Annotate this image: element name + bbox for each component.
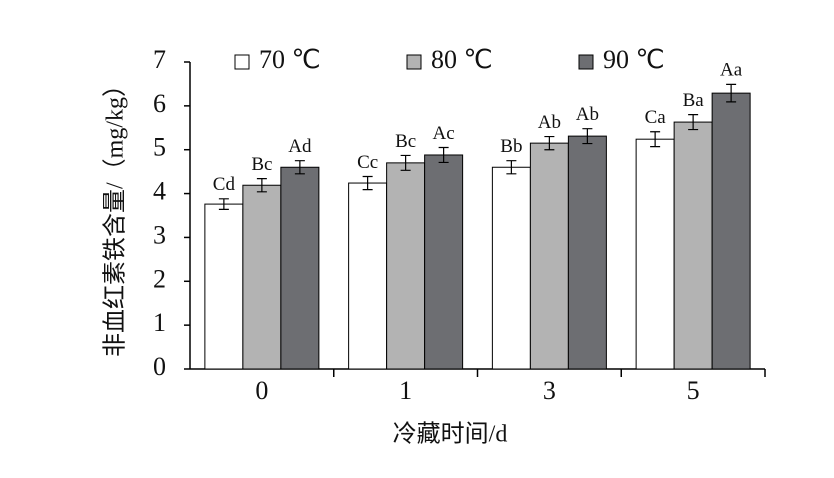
bar	[673, 121, 713, 370]
error-bar	[650, 131, 661, 148]
y-tick-label: 5	[153, 133, 166, 162]
significance-label: Aa	[720, 60, 743, 81]
error-bar	[688, 114, 699, 131]
significance-label: Cd	[213, 174, 236, 195]
error-bar	[256, 178, 267, 193]
bar	[567, 135, 607, 370]
bar	[529, 142, 569, 370]
legend-swatch	[578, 54, 594, 70]
error-bar	[400, 154, 411, 171]
x-tick-label: 1	[399, 376, 412, 405]
bar	[348, 182, 388, 370]
significance-label: Ba	[683, 90, 705, 111]
error-bar	[362, 175, 373, 191]
y-tick-label: 6	[153, 89, 166, 118]
significance-label: Ab	[576, 104, 599, 125]
x-tick-label: 5	[687, 376, 700, 405]
bar	[424, 154, 464, 370]
significance-label: Ca	[645, 107, 667, 128]
legend-swatch	[234, 54, 250, 70]
significance-label: Bc	[251, 154, 272, 175]
significance-label: Ac	[433, 123, 455, 144]
bar	[242, 184, 282, 370]
error-bar	[294, 160, 305, 175]
y-tick-label: 2	[153, 264, 166, 293]
y-axis-label: 非血红素铁含量/（mg/kg）	[102, 73, 129, 357]
bar	[280, 166, 320, 370]
y-tick-label: 1	[153, 308, 166, 337]
legend-label: 90 ℃	[603, 45, 665, 74]
error-bar	[582, 128, 593, 145]
error-bar	[438, 146, 449, 164]
error-bar	[544, 135, 555, 151]
bar	[711, 92, 751, 370]
y-tick-label: 7	[153, 45, 166, 74]
x-tick-label: 0	[255, 376, 268, 405]
legend-swatch	[406, 54, 422, 70]
y-tick-label: 4	[153, 177, 166, 206]
legend-label: 80 ℃	[431, 45, 493, 74]
legend-label: 70 ℃	[259, 45, 321, 74]
significance-label: Bb	[500, 136, 522, 157]
y-tick-label: 0	[153, 352, 166, 381]
bar	[204, 203, 244, 370]
significance-label: Cc	[357, 152, 378, 173]
significance-label: Ad	[288, 136, 312, 157]
x-axis-label: 冷藏时间/d	[393, 421, 508, 448]
bar	[386, 162, 426, 370]
y-tick-label: 3	[153, 220, 166, 249]
bar	[635, 138, 675, 370]
significance-label: Ab	[538, 112, 561, 133]
error-bar	[506, 160, 517, 175]
error-bar	[218, 198, 229, 210]
x-tick-label: 3	[543, 376, 556, 405]
bar	[491, 166, 531, 370]
significance-label: Bc	[395, 131, 416, 152]
error-bar	[726, 83, 737, 103]
